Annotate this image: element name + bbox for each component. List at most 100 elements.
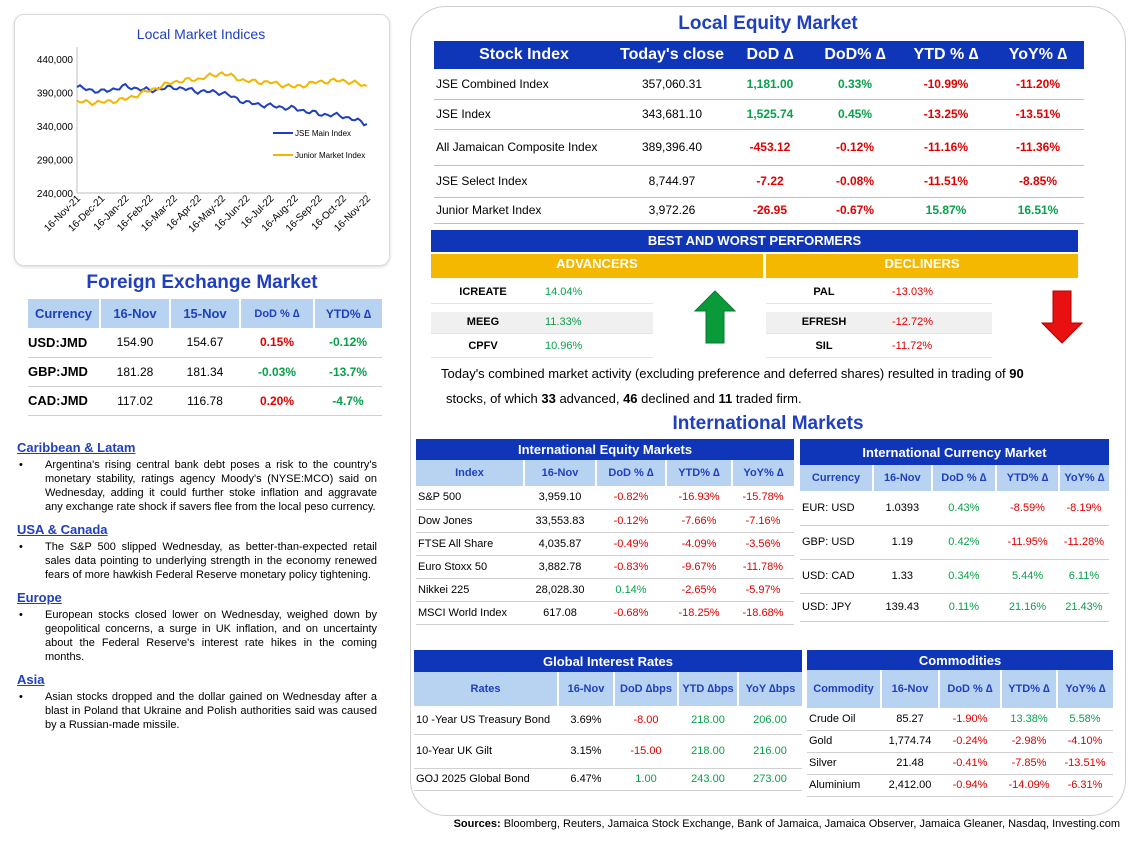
equity-close: 389,396.40 — [614, 129, 730, 166]
row-value: 1.19 — [873, 525, 932, 560]
down-arrow-icon — [1040, 290, 1084, 344]
equity-close: 8,744.97 — [614, 165, 730, 198]
news-item: Argentina's rising central bank debt pos… — [17, 458, 377, 514]
fx-row: GBP:JMD 181.28 181.34 -0.03% -13.7% — [28, 357, 382, 387]
fx-rate-15nov: 154.67 — [170, 328, 240, 358]
row-ytd: -2.65% — [666, 578, 732, 602]
table-header-cell: YTD% ∆ — [995, 465, 1059, 491]
summary-declined-count: 46 — [623, 391, 638, 406]
equity-dod: -26.95 — [730, 197, 810, 224]
fx-header-ytd: YTD% ∆ — [313, 299, 382, 328]
row-value: 617.08 — [524, 601, 596, 625]
local-indices-chart-panel: Local Market Indices 440,000 390,000 340,0… — [14, 14, 390, 266]
row-yoy: 5.58% — [1057, 708, 1113, 731]
fx-rate-16nov: 117.02 — [100, 386, 170, 416]
news-section: Caribbean & Latam Argentina's rising cent… — [17, 440, 377, 732]
performer-symbol: CPFV — [468, 340, 498, 352]
row-dod: -0.24% — [939, 730, 1001, 753]
table-header-cell: YoY% ∆ — [1056, 670, 1113, 708]
row-dod: -0.94% — [939, 774, 1001, 797]
row-ytd: 13.38% — [1001, 708, 1057, 731]
performer-change: -12.72% — [892, 316, 933, 328]
row-yoy: -11.28% — [1058, 525, 1109, 560]
summary-part-4: declined and — [637, 391, 719, 406]
row-label: GOJ 2025 Global Bond — [414, 768, 558, 791]
row-value: 6.47% — [558, 768, 614, 791]
row-value: 3.69% — [558, 706, 614, 735]
row-label: Gold — [807, 730, 881, 753]
advancer-row: CPFV 10.96% — [431, 336, 653, 358]
advancers-header: ADVANCERS — [431, 254, 763, 278]
news-item: Asian stocks dropped and the dollar gain… — [17, 690, 377, 732]
row-yoy: 6.11% — [1058, 559, 1109, 594]
equity-dod-pct: -0.08% — [810, 165, 900, 198]
row-label: Crude Oil — [807, 708, 881, 731]
table-header-cell: DoD % ∆ — [930, 465, 997, 491]
equity-yoy: -13.51% — [992, 99, 1084, 130]
table-header-cell: 16-Nov — [872, 465, 932, 491]
row-ytd: -16.93% — [666, 486, 732, 510]
chart-y-tick-label: 290,000 — [37, 156, 74, 167]
fx-header-currency: Currency — [28, 299, 100, 328]
table-row: Nikkei 225 28,028.30 0.14% -2.65% -5.97% — [416, 578, 794, 602]
news-region-heading: Caribbean & Latam — [17, 440, 136, 455]
row-dod: -15.00 — [614, 734, 678, 769]
row-yoy: 206.00 — [738, 706, 802, 735]
row-label: FTSE All Share — [416, 532, 524, 556]
table-header-cell: Index — [416, 460, 524, 486]
row-label: USD: CAD — [800, 559, 874, 594]
fx-header-15nov: 15-Nov — [169, 299, 240, 328]
news-region-heading: Asia — [17, 672, 45, 687]
performer-symbol: EFRESH — [801, 316, 847, 328]
market-summary: Today's combined market activity (exclud… — [441, 361, 1081, 411]
row-yoy: 273.00 — [738, 768, 802, 791]
performers-title: BEST AND WORST PERFORMERS — [431, 230, 1078, 252]
row-label: Silver — [807, 752, 881, 775]
equity-ytd: -13.25% — [900, 99, 992, 130]
row-label: USD: JPY — [800, 593, 874, 622]
row-value: 2,412.00 — [881, 774, 939, 797]
performer-change: -13.03% — [892, 286, 933, 298]
decliner-row: EFRESH -12.72% — [766, 312, 992, 334]
row-value: 1.33 — [873, 559, 932, 594]
fx-rate-15nov: 116.78 — [170, 386, 240, 416]
row-yoy: -4.10% — [1057, 730, 1113, 753]
row-ytd: -2.98% — [1001, 730, 1057, 753]
equity-dod: 1,181.00 — [730, 69, 810, 100]
row-value: 21.48 — [881, 752, 939, 775]
news-item: The S&P 500 slipped Wednesday, as better… — [17, 540, 377, 582]
equity-yoy: 16.51% — [992, 197, 1084, 224]
table-row: 10-Year UK Gilt 3.15% -15.00 218.00 216.00 — [414, 734, 802, 769]
advancer-row: MEEG 11.33% — [431, 312, 653, 334]
fx-currency: GBP:JMD — [28, 357, 100, 387]
row-yoy: -13.51% — [1057, 752, 1113, 775]
eq-header-dod: DoD ∆ — [730, 41, 810, 69]
table-header-cell: DoD % ∆ — [938, 670, 1001, 708]
table-row: Euro Stoxx 50 3,882.78 -0.83% -9.67% -11.78% — [416, 555, 794, 579]
performer-symbol: PAL — [813, 286, 835, 298]
table-row: Aluminium 2,412.00 -0.94% -14.09% -6.31% — [807, 774, 1113, 797]
equity-yoy: -8.85% — [992, 165, 1084, 198]
fx-ytd: -0.12% — [314, 328, 382, 358]
row-ytd: -7.66% — [666, 509, 732, 533]
row-yoy: -6.31% — [1057, 774, 1113, 797]
table-header-cell: YTD% ∆ — [1000, 670, 1057, 708]
summary-traded-count: 90 — [1009, 366, 1024, 381]
equity-close: 343,681.10 — [614, 99, 730, 130]
row-dod: -0.83% — [596, 555, 666, 579]
table-row: EUR: USD 1.0393 0.43% -8.59% -8.19% — [800, 491, 1109, 526]
row-label: 10 -Year US Treasury Bond — [414, 706, 558, 735]
fx-dod: -0.03% — [240, 357, 314, 387]
row-yoy: -7.16% — [732, 509, 794, 533]
equity-dod-pct: 0.45% — [810, 99, 900, 130]
intl-currency-table: International Currency Market Currency 16… — [800, 439, 1109, 622]
equity-ytd: 15.87% — [900, 197, 992, 224]
row-dod: -8.00 — [614, 706, 678, 735]
table-row: Silver 21.48 -0.41% -7.85% -13.51% — [807, 752, 1113, 775]
equity-close: 357,060.31 — [614, 69, 730, 100]
table-header-cell: 16-Nov — [880, 670, 939, 708]
performer-symbol: SIL — [815, 340, 833, 352]
row-label: Dow Jones — [416, 509, 524, 533]
equity-index-name: All Jamaican Composite Index — [434, 129, 614, 166]
table-row: Gold 1,774.74 -0.24% -2.98% -4.10% — [807, 730, 1113, 753]
